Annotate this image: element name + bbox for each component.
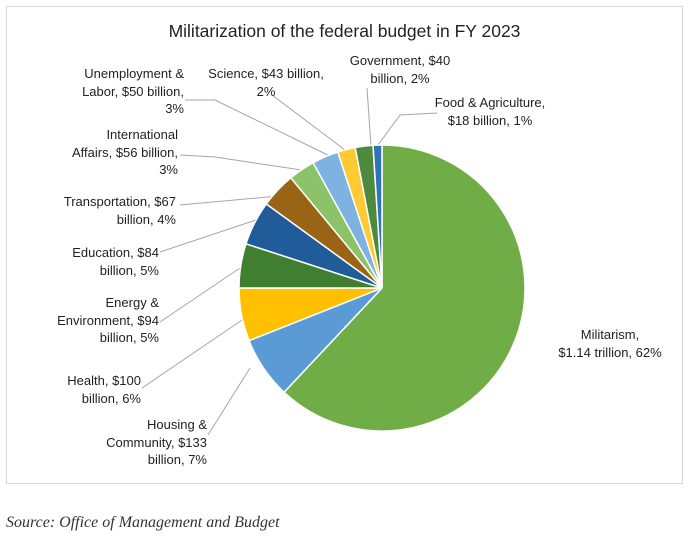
chart-title: Militarization of the federal budget in …	[168, 21, 521, 41]
leader-lines	[141, 87, 438, 436]
slice-label-militarism: Militarism, $1.14 trillion, 62%	[558, 327, 662, 360]
pie-slice-militarism	[283, 144, 526, 432]
slice-label-transportation: Transportation, $67 billion, 4%	[63, 194, 176, 227]
slice-label-health: Health, $100 billion, 6%	[67, 373, 141, 406]
leader-line	[207, 367, 251, 436]
slice-label-education: Education, $84 billion, 5%	[72, 245, 159, 278]
pie-slices	[238, 144, 526, 432]
leader-line	[366, 87, 372, 147]
leader-line	[159, 267, 241, 323]
slice-label-international-affairs: International Affairs, $56 billion, 3%	[72, 127, 178, 177]
slice-label-energy-environment: Energy & Environment, $94 billion, 5%	[57, 295, 159, 345]
leader-line	[141, 317, 246, 389]
leader-line	[179, 154, 316, 173]
leader-line	[185, 99, 339, 161]
source-note: Source: Office of Management and Budget	[6, 514, 280, 531]
leader-line	[159, 217, 263, 253]
pie-slice-food-agriculture	[372, 144, 383, 289]
slice-label-housing-community: Housing & Community, $133 billion, 7%	[106, 417, 207, 467]
slice-label-government: Government, $40 billion, 2%	[349, 53, 451, 86]
slice-label-unemployment-labor: Unemployment & Labor, $50 billion, 3%	[82, 66, 184, 116]
leader-line	[271, 94, 346, 151]
leader-line	[377, 112, 438, 146]
slice-label-food-agriculture: Food & Agriculture, $18 billion, 1%	[434, 95, 546, 128]
slice-label-science: Science, $43 billion, 2%	[208, 66, 324, 99]
